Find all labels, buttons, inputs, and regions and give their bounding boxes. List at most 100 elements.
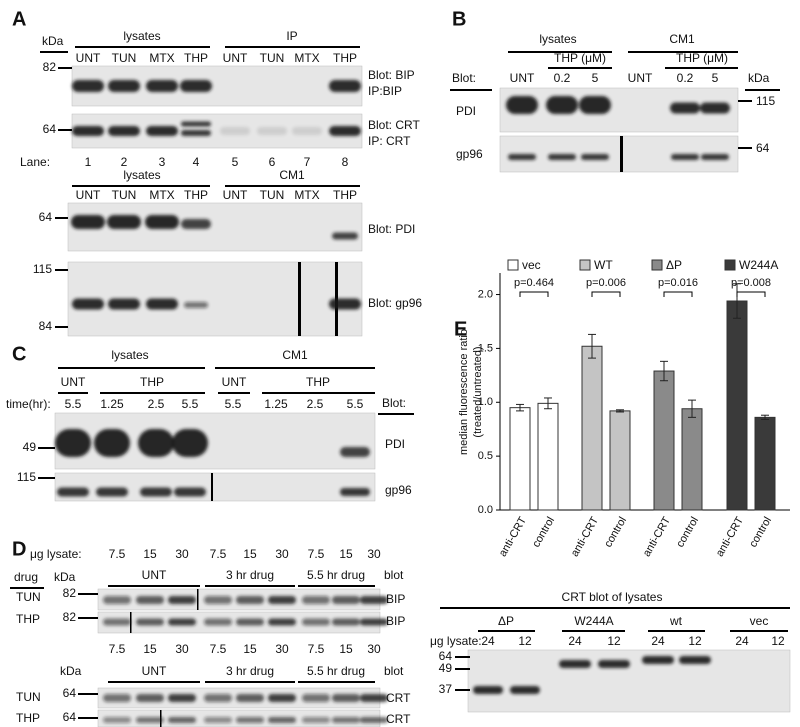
band xyxy=(168,694,196,702)
marker-label: 49 xyxy=(23,440,37,454)
group-label: vec xyxy=(750,614,769,628)
lane-label: MTX xyxy=(294,51,319,65)
lane-label: 12 xyxy=(688,634,702,648)
lane-label: 4 xyxy=(193,155,200,169)
lane-label: 5.5 xyxy=(347,397,364,411)
lane-label: 6 xyxy=(269,155,276,169)
blot xyxy=(54,472,376,502)
band xyxy=(96,487,128,497)
blot-title: CRT blot of lysates xyxy=(562,590,663,604)
lane-label: 7.5 xyxy=(308,547,325,561)
lane-label: 7.5 xyxy=(210,642,227,656)
lane-label: UNT xyxy=(223,188,248,202)
band xyxy=(146,298,178,310)
blot-label: blot xyxy=(384,664,404,678)
annotation: p=0.464 xyxy=(514,277,554,289)
treatment-label: UNT xyxy=(61,375,86,389)
treatment-label: THP xyxy=(306,375,330,389)
band xyxy=(329,298,361,310)
treatment-label: UNT xyxy=(222,375,247,389)
lane-label: 15 xyxy=(143,642,157,656)
lane-label: 7.5 xyxy=(109,547,126,561)
band xyxy=(302,694,330,702)
blot xyxy=(499,135,739,173)
legend-label: W244A xyxy=(739,258,778,272)
group-label: lysates xyxy=(123,29,160,43)
treatment-label: THP (μM) xyxy=(554,51,606,65)
marker-label: 115 xyxy=(33,262,52,276)
marker-label: 64 xyxy=(39,210,53,224)
kda-label: kDa xyxy=(42,34,64,48)
band xyxy=(332,618,360,626)
band xyxy=(302,596,330,604)
band xyxy=(332,717,360,723)
annotation: p=0.008 xyxy=(731,277,771,289)
lane-label: 0.2 xyxy=(554,71,571,85)
x-tick-label: control xyxy=(747,515,774,550)
bracket xyxy=(736,291,766,297)
blot-label: blot xyxy=(384,568,404,582)
band xyxy=(360,694,388,702)
blot-label: Blot: xyxy=(382,396,406,410)
band xyxy=(181,121,211,127)
legend-label: WT xyxy=(594,258,613,272)
drug-label: drug xyxy=(14,570,38,584)
band xyxy=(94,429,130,457)
band xyxy=(332,596,360,604)
band xyxy=(204,618,232,626)
band xyxy=(136,618,164,626)
lane-label: 1.25 xyxy=(100,397,124,411)
group-label: lysates xyxy=(123,168,160,182)
splice-line xyxy=(298,262,301,336)
panel-letter: E xyxy=(454,318,467,340)
marker-label: 82 xyxy=(63,586,77,600)
band xyxy=(71,215,105,229)
lane-label: 2.5 xyxy=(307,397,324,411)
band xyxy=(329,80,361,92)
lane-label: THP xyxy=(333,188,357,202)
lane-label: 15 xyxy=(339,547,353,561)
splice-line xyxy=(197,589,199,610)
group-label: UNT xyxy=(142,568,167,582)
band xyxy=(268,596,296,604)
band xyxy=(168,618,196,626)
band xyxy=(257,127,287,135)
lane-label: 24 xyxy=(735,634,749,648)
group-label: IP xyxy=(286,29,297,43)
panel-letter: D xyxy=(12,538,26,560)
group-label: 5.5 hr drug xyxy=(307,568,365,582)
band xyxy=(360,618,388,626)
error-bar xyxy=(588,333,596,359)
lane-label: 1.25 xyxy=(264,397,288,411)
band-label: BIP xyxy=(386,614,405,628)
group-label: wt xyxy=(669,614,683,628)
band xyxy=(559,660,591,668)
lane-label: 30 xyxy=(275,642,289,656)
band xyxy=(671,154,699,160)
band xyxy=(57,487,89,497)
band xyxy=(670,102,700,114)
band xyxy=(701,154,729,160)
band xyxy=(236,596,264,604)
bracket xyxy=(519,291,549,297)
lane-label: UNT xyxy=(76,188,101,202)
blot-label: Blot: xyxy=(452,71,476,85)
marker-label: 37 xyxy=(439,682,453,696)
rules xyxy=(10,46,790,683)
band xyxy=(103,596,131,604)
band xyxy=(103,618,131,626)
marker-label: 84 xyxy=(39,319,53,333)
error-bar xyxy=(761,414,769,421)
lane-label: 8 xyxy=(342,155,349,169)
band xyxy=(138,429,174,457)
row-label: PDI xyxy=(385,437,405,451)
y-tick-label: 0.0 xyxy=(478,504,493,516)
kda-label: kDa xyxy=(60,664,82,678)
band xyxy=(204,717,232,723)
lane-label: 5.5 xyxy=(182,397,199,411)
marker-ticks xyxy=(38,67,752,719)
band xyxy=(181,219,211,229)
lane-label: 2 xyxy=(121,155,128,169)
band xyxy=(598,660,630,668)
band xyxy=(204,694,232,702)
